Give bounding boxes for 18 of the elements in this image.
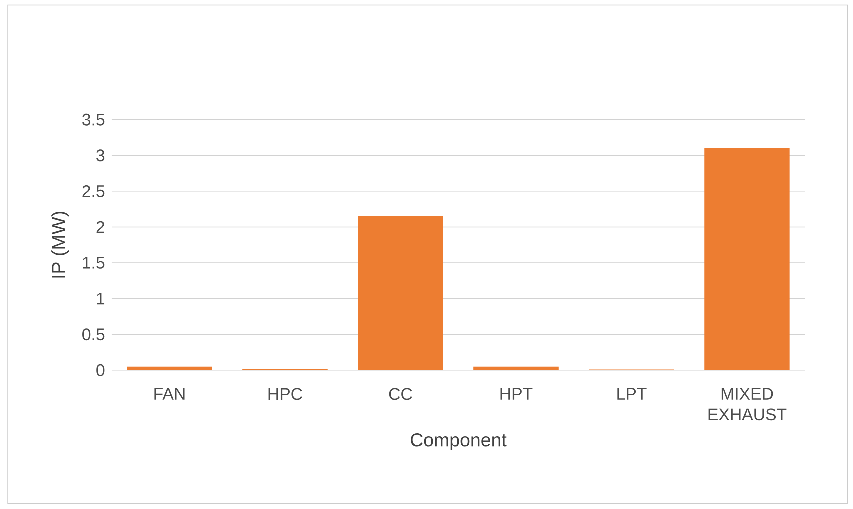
x-tick-label: CC: [389, 388, 412, 400]
y-tick-label: 3: [96, 150, 105, 162]
x-axis-title: Component: [410, 434, 507, 450]
y-tick-label: 1: [97, 293, 105, 305]
y-tick-label: 0: [96, 364, 105, 376]
x-tick-label: MIXED EXHAUST: [708, 388, 787, 421]
x-tick-label: HPT: [500, 388, 533, 400]
x-tick-label: FAN: [154, 388, 185, 400]
y-tick-label: 1.5: [83, 257, 105, 269]
y-tick-label: 3.5: [82, 114, 105, 126]
y-tick-label: 2: [96, 221, 104, 234]
y-tick-label: 2.5: [82, 185, 105, 198]
bar: [358, 216, 444, 370]
y-axis-title: IP (MW): [52, 212, 70, 278]
x-tick-label: HPC: [268, 388, 302, 400]
bar: [704, 148, 790, 370]
x-tick-label: LPT: [618, 388, 647, 400]
y-tick-label: 0.5: [82, 328, 105, 341]
